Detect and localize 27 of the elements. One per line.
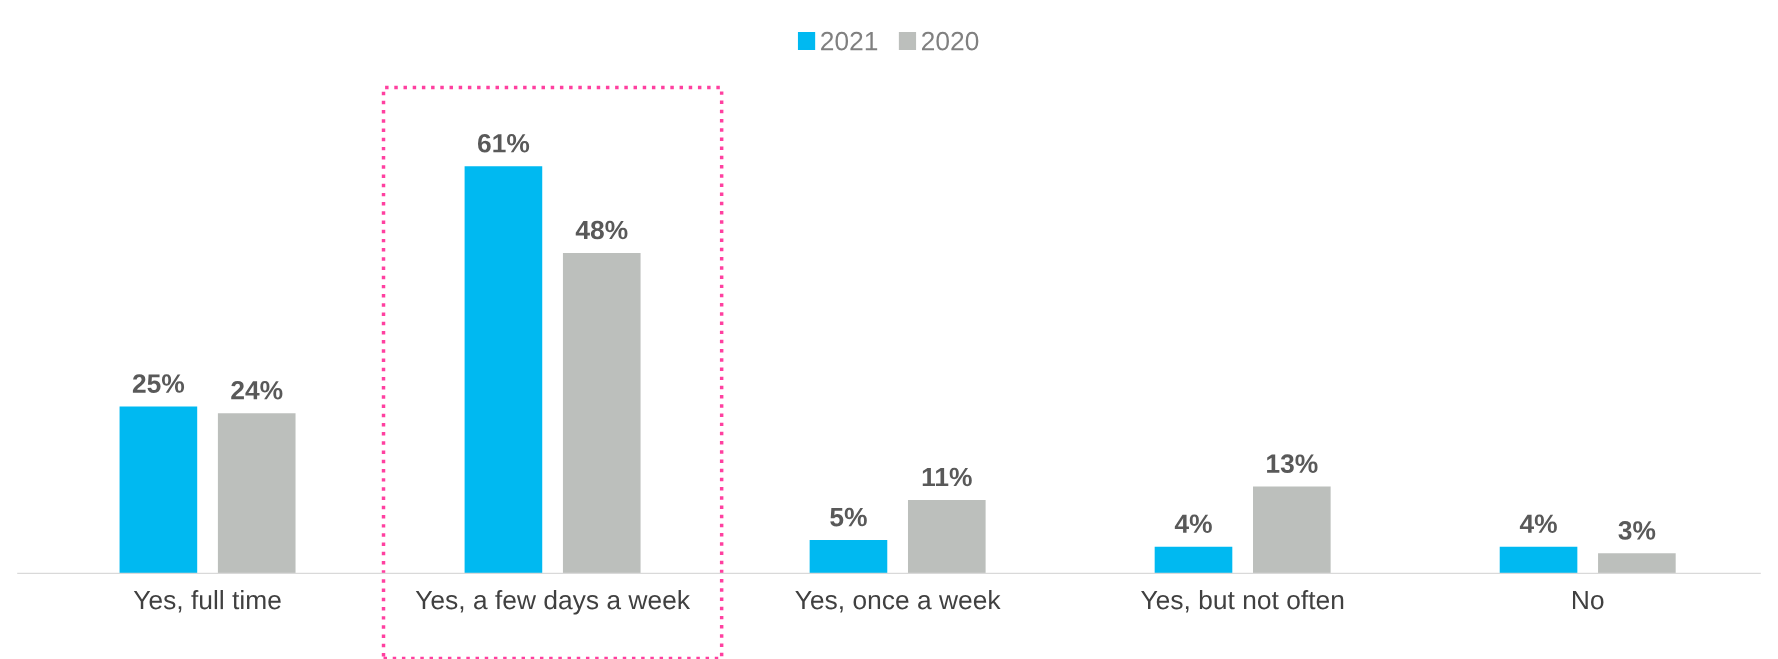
bar	[1598, 553, 1676, 574]
x-tick-label: Yes, a few days a week	[415, 590, 691, 615]
legend-label: 2021	[821, 31, 878, 51]
bar	[1253, 486, 1331, 574]
bar	[1154, 546, 1233, 574]
data-label: 48%	[575, 220, 628, 240]
data-label: 13%	[1267, 454, 1318, 474]
bar	[809, 539, 888, 574]
bar	[562, 252, 641, 574]
data-label: 4%	[1174, 514, 1212, 534]
data-label: 11%	[922, 467, 972, 487]
bar	[1499, 546, 1578, 574]
data-label: 25%	[132, 374, 185, 393]
data-label: 5%	[830, 507, 867, 527]
data-label: 61%	[477, 133, 530, 153]
data-label: 3%	[1618, 521, 1656, 540]
bar	[217, 413, 296, 574]
bar	[119, 406, 198, 574]
x-tick-label: No	[1573, 590, 1604, 610]
data-label: 4%	[1519, 514, 1557, 534]
x-tick-label: Yes, once a week	[795, 590, 1001, 613]
x-tick-label: Yes, but not often	[1141, 590, 1344, 613]
bar	[907, 499, 986, 574]
bar	[464, 166, 543, 574]
data-label: 24%	[231, 380, 283, 400]
x-tick-label: Yes, full time	[133, 590, 281, 613]
legend-label: 2020	[921, 31, 979, 51]
